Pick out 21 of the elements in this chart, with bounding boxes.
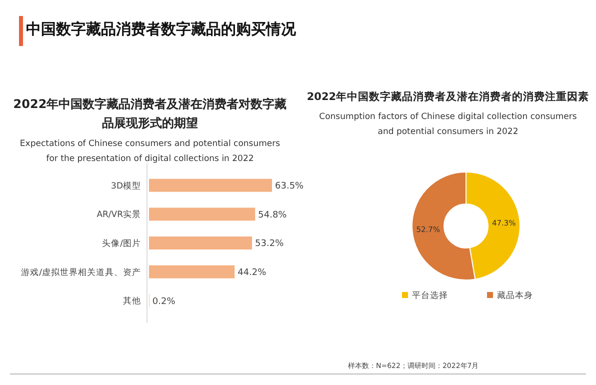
y-tick-label: 其他 xyxy=(123,296,141,307)
legend-label: 藏品本身 xyxy=(497,290,533,301)
data-label: 54.8% xyxy=(258,210,288,220)
y-tick-label: AR/VR实景 xyxy=(96,209,141,220)
y-tick-label: 游戏/虚拟世界相关道具、资产 xyxy=(21,266,141,278)
y-tick-label: 3D模型 xyxy=(111,180,141,192)
y-tick-label: 头像/图片 xyxy=(102,238,141,249)
bar xyxy=(149,208,256,221)
legend-label: 平台选择 xyxy=(412,290,448,301)
text: 中国数字藏品消费者数字藏品的购买情况 xyxy=(26,20,297,38)
bar xyxy=(149,178,272,192)
bar xyxy=(149,236,252,250)
data-label: 44.2% xyxy=(238,268,267,278)
data-label: 53.2% xyxy=(255,239,284,250)
chart-subtitle: Expectations of Chinese consumers and potential consumers for the presentation of digital collections in 2022 xyxy=(20,139,281,164)
bar xyxy=(149,265,235,278)
chart-title: 2022年中国数字藏品消费者及潜在消费者对数字藏品展现形式的期望 xyxy=(13,97,287,130)
chart-subtitle: Consumption factors of Chinese digital collection consumers and potential consumers in 2022 xyxy=(319,112,578,137)
chart-title: 2022年中国数字藏品消费者及潜在消费者的消费注重因素 xyxy=(306,90,590,103)
data-label: 63.5% xyxy=(275,181,304,192)
data-label: 0.2% xyxy=(152,296,176,307)
